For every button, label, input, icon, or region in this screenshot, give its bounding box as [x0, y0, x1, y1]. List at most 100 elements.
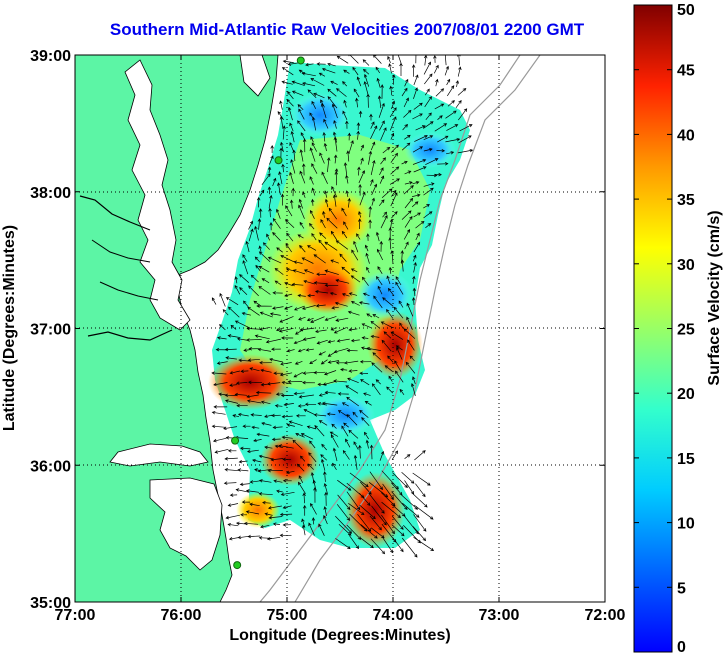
velocity-arrow	[360, 346, 372, 351]
velocity-arrow	[404, 197, 414, 209]
velocity-arrow	[409, 355, 415, 362]
velocity-arrow	[298, 394, 314, 399]
velocity-arrow	[303, 269, 314, 274]
velocity-arrow	[279, 533, 292, 538]
velocity-arrow	[245, 489, 260, 493]
velocity-arrow	[396, 346, 403, 360]
velocity-arrow	[313, 370, 326, 375]
velocity-arrows	[211, 55, 474, 558]
velocity-arrow	[372, 352, 381, 360]
velocity-arrow	[388, 266, 393, 274]
x-tick-label: 74:00	[373, 607, 414, 624]
velocity-arrow	[229, 370, 240, 375]
rappahannock-river	[91, 239, 151, 263]
velocity-arrow	[335, 240, 349, 250]
velocity-arrow	[316, 272, 327, 277]
velocity-arrow	[392, 74, 396, 85]
velocity-arrow	[331, 103, 338, 119]
colorbar	[633, 4, 673, 653]
velocity-arrow	[337, 494, 351, 511]
velocity-arrow	[258, 251, 271, 263]
velocity-arrow	[223, 481, 237, 485]
velocity-arrow	[386, 275, 391, 285]
velocity-arrow	[241, 311, 251, 316]
velocity-arrow	[310, 502, 317, 515]
velocity-arrow	[446, 78, 451, 86]
velocity-arrow	[376, 248, 384, 261]
velocity-arrow	[256, 196, 261, 208]
velocity-arrow	[306, 317, 314, 322]
velocity-arrow	[211, 297, 217, 305]
velocity-arrow	[413, 166, 427, 173]
velocity-arrow	[318, 420, 328, 426]
velocity-arrow	[353, 240, 359, 253]
velocity-arrow	[330, 434, 339, 448]
velocity-arrow	[411, 64, 416, 77]
velocity-arrow	[401, 142, 411, 151]
velocity-arrow	[415, 220, 425, 229]
velocity-arrow	[404, 241, 409, 250]
velocity-arrow	[304, 402, 317, 407]
velocity-arrow	[402, 123, 408, 131]
velocity-arrow	[284, 219, 295, 229]
velocity-arrow	[247, 306, 260, 316]
velocity-arrow	[281, 163, 285, 173]
velocity-arrow	[336, 338, 350, 343]
velocity-arrow	[302, 380, 316, 385]
velocity-arrow	[391, 524, 405, 537]
velocity-arrow	[445, 110, 457, 119]
velocity-arrow	[297, 120, 306, 132]
velocity-arrow	[256, 304, 272, 308]
velocity-arrow	[343, 422, 349, 428]
velocity-arrow	[413, 74, 419, 86]
velocity-arrow	[290, 130, 295, 143]
velocity-arrow	[356, 130, 360, 140]
velocity-arrow	[249, 367, 260, 372]
velocity-arrow	[337, 410, 348, 417]
velocity-arrow	[254, 334, 270, 340]
velocity-arrow	[345, 120, 349, 129]
velocity-arrow	[341, 266, 351, 275]
velocity-arrow	[311, 116, 317, 131]
velocity-arrow	[298, 475, 304, 483]
velocity-arrow	[390, 250, 394, 264]
velocity-arrow	[345, 385, 359, 394]
velocity-arrow	[357, 166, 361, 176]
velocity-arrow	[235, 381, 248, 385]
velocity-arrow	[234, 276, 238, 284]
york-river	[99, 281, 159, 301]
velocity-arrow	[379, 167, 384, 176]
velocity-arrow	[330, 230, 338, 241]
velocity-arrow	[246, 338, 262, 342]
velocity-arrow	[394, 360, 402, 372]
velocity-arrow	[381, 536, 394, 554]
velocity-arrow	[227, 334, 240, 338]
y-tick-label: 36:00	[30, 458, 71, 475]
potomac-river	[79, 195, 151, 231]
velocity-arrow	[370, 320, 381, 329]
velocity-arrow	[436, 148, 446, 153]
velocity-arrow	[399, 388, 405, 396]
velocity-arrow	[362, 68, 370, 75]
velocity-arrow	[320, 219, 326, 229]
velocity-arrow	[324, 269, 339, 275]
velocity-arrow	[307, 293, 315, 298]
velocity-arrow	[285, 205, 293, 217]
velocity-arrow	[423, 182, 435, 187]
velocity-arrow	[298, 198, 303, 209]
velocity-arrow	[433, 55, 437, 63]
y-tick-label: 39:00	[30, 48, 71, 65]
velocity-arrow	[269, 222, 273, 231]
velocity-arrow	[362, 59, 370, 66]
velocity-arrow	[371, 505, 387, 526]
velocity-arrow	[298, 108, 305, 120]
velocity-arrow	[348, 292, 358, 296]
velocity-arrow	[237, 468, 249, 472]
velocity-arrow	[423, 204, 430, 209]
velocity-arrow	[346, 524, 362, 540]
velocity-arrow	[246, 326, 260, 331]
velocity-arrow	[370, 179, 374, 186]
velocity-arrow	[305, 348, 314, 352]
velocity-arrow	[225, 356, 237, 360]
velocity-arrow	[276, 489, 283, 493]
